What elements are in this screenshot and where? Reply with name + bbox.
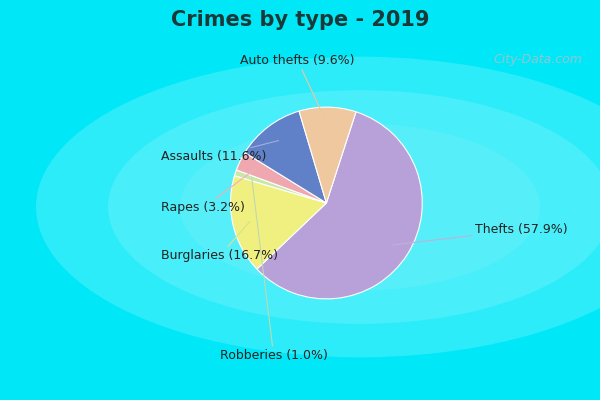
Text: City-Data.com: City-Data.com — [493, 53, 582, 66]
Text: Thefts (57.9%): Thefts (57.9%) — [393, 223, 568, 245]
Ellipse shape — [36, 57, 600, 357]
Wedge shape — [257, 112, 422, 299]
Wedge shape — [230, 176, 326, 269]
Wedge shape — [235, 170, 326, 203]
Ellipse shape — [180, 124, 540, 290]
Text: Crimes by type - 2019: Crimes by type - 2019 — [171, 10, 429, 30]
Text: Auto thefts (9.6%): Auto thefts (9.6%) — [241, 54, 355, 124]
Wedge shape — [236, 153, 326, 203]
Ellipse shape — [108, 90, 600, 324]
Text: Rapes (3.2%): Rapes (3.2%) — [161, 169, 256, 214]
Text: Robberies (1.0%): Robberies (1.0%) — [220, 178, 328, 362]
Text: Burglaries (16.7%): Burglaries (16.7%) — [161, 221, 278, 262]
Wedge shape — [245, 111, 326, 203]
Wedge shape — [299, 107, 356, 203]
Text: Assaults (11.6%): Assaults (11.6%) — [161, 140, 278, 164]
